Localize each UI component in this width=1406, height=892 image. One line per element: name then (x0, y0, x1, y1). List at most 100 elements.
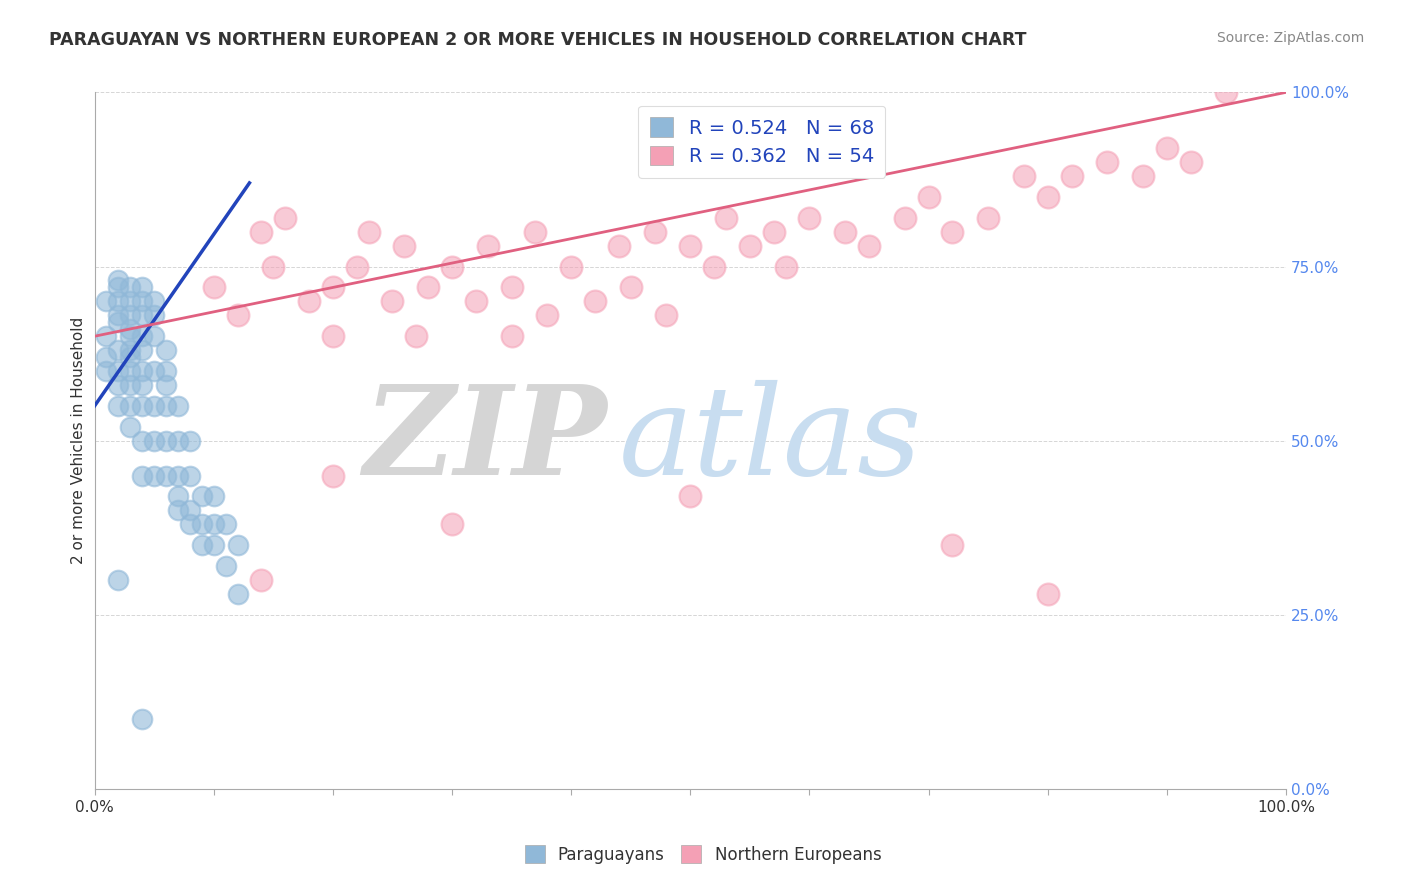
Point (226, 587, 249, 601)
Point (107, 573, 129, 587)
Point (322, 280, 344, 294)
Point (96, 350, 118, 364)
Point (107, 343, 129, 358)
Point (191, 517, 214, 532)
Point (1097, 155, 1119, 169)
Point (274, 211, 297, 225)
Text: Source: ZipAtlas.com: Source: ZipAtlas.com (1216, 31, 1364, 45)
Point (131, 329, 153, 343)
Point (107, 273, 129, 287)
Point (107, 309, 129, 323)
Point (155, 343, 177, 358)
Point (143, 309, 166, 323)
Point (501, 280, 523, 294)
Point (583, 294, 606, 309)
Point (167, 434, 190, 448)
Point (1036, 587, 1059, 601)
Point (120, 350, 142, 364)
Point (214, 559, 236, 574)
Point (131, 378, 153, 392)
Point (167, 399, 190, 413)
Point (131, 364, 153, 378)
Point (214, 517, 236, 532)
Point (941, 538, 963, 552)
Point (120, 419, 142, 434)
Point (107, 364, 129, 378)
Point (143, 294, 166, 309)
Point (226, 538, 249, 552)
Point (131, 343, 153, 358)
Point (346, 260, 368, 274)
Point (322, 468, 344, 483)
Point (655, 309, 678, 323)
Point (1060, 169, 1083, 183)
Point (131, 468, 153, 483)
Point (262, 260, 284, 274)
Point (131, 399, 153, 413)
Point (155, 399, 177, 413)
Point (738, 238, 761, 252)
Text: PARAGUAYAN VS NORTHERN EUROPEAN 2 OR MORE VEHICLES IN HOUSEHOLD CORRELATION CHAR: PARAGUAYAN VS NORTHERN EUROPEAN 2 OR MOR… (49, 31, 1026, 49)
Point (120, 280, 142, 294)
Point (1132, 169, 1154, 183)
Point (202, 517, 225, 532)
Point (120, 329, 142, 343)
Point (405, 329, 427, 343)
Point (191, 538, 214, 552)
Point (858, 238, 880, 252)
Point (155, 434, 177, 448)
Point (107, 280, 129, 294)
Point (179, 468, 201, 483)
Point (226, 309, 249, 323)
Point (464, 294, 486, 309)
Point (202, 280, 225, 294)
Text: ZIP: ZIP (363, 380, 607, 501)
Point (1215, 86, 1237, 100)
Point (131, 294, 153, 309)
Point (1036, 190, 1059, 204)
Point (536, 309, 558, 323)
Point (381, 294, 404, 309)
Point (167, 468, 190, 483)
Point (131, 434, 153, 448)
Text: atlas: atlas (619, 380, 922, 501)
Point (120, 378, 142, 392)
Point (107, 378, 129, 392)
Point (167, 503, 190, 517)
Point (501, 329, 523, 343)
Point (620, 280, 643, 294)
Point (96, 329, 118, 343)
Point (143, 434, 166, 448)
Point (893, 211, 915, 225)
Point (131, 309, 153, 323)
Point (440, 260, 463, 274)
Point (131, 713, 153, 727)
Point (440, 517, 463, 532)
Point (298, 294, 321, 309)
Point (977, 211, 1000, 225)
Point (714, 211, 737, 225)
Point (560, 260, 582, 274)
Point (524, 225, 547, 239)
Point (155, 378, 177, 392)
Point (202, 490, 225, 504)
Point (250, 573, 273, 587)
Point (143, 329, 166, 343)
Point (120, 294, 142, 309)
Legend: Paraguayans, Northern Europeans: Paraguayans, Northern Europeans (517, 838, 889, 871)
Point (799, 211, 821, 225)
Point (1180, 155, 1202, 169)
Point (131, 280, 153, 294)
Point (679, 490, 702, 504)
Point (191, 490, 214, 504)
Y-axis label: 2 or more Vehicles in Household: 2 or more Vehicles in Household (72, 318, 86, 565)
Point (607, 238, 630, 252)
Point (644, 225, 666, 239)
Point (250, 225, 273, 239)
Point (679, 238, 702, 252)
Point (418, 280, 440, 294)
Point (477, 238, 499, 252)
Point (834, 225, 856, 239)
Point (202, 538, 225, 552)
Point (357, 225, 380, 239)
